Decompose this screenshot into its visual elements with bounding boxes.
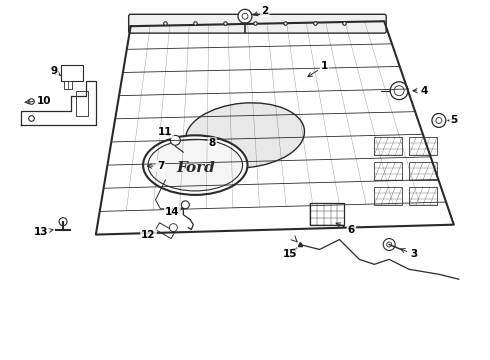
Bar xyxy=(61,65,83,81)
Bar xyxy=(409,137,437,155)
Circle shape xyxy=(383,239,395,251)
FancyBboxPatch shape xyxy=(129,14,386,33)
Ellipse shape xyxy=(186,103,304,168)
Bar xyxy=(76,91,88,116)
Text: 5: 5 xyxy=(448,116,458,126)
Text: 9: 9 xyxy=(50,66,61,76)
Text: 3: 3 xyxy=(401,249,417,260)
Text: 15: 15 xyxy=(283,248,297,260)
Text: 6: 6 xyxy=(336,223,355,235)
Text: 4: 4 xyxy=(413,86,428,96)
Text: 7: 7 xyxy=(147,161,164,171)
Circle shape xyxy=(394,86,404,96)
Bar xyxy=(374,162,402,180)
Text: 10: 10 xyxy=(25,96,51,105)
Text: 12: 12 xyxy=(141,230,156,239)
Circle shape xyxy=(387,242,392,247)
Circle shape xyxy=(390,82,408,100)
Bar xyxy=(409,162,437,180)
Ellipse shape xyxy=(148,139,243,191)
Text: 13: 13 xyxy=(34,226,53,237)
Circle shape xyxy=(242,13,248,19)
Circle shape xyxy=(171,135,180,145)
Bar xyxy=(155,223,175,239)
Text: 1: 1 xyxy=(308,61,328,77)
Bar xyxy=(64,81,72,89)
Circle shape xyxy=(170,224,177,231)
Ellipse shape xyxy=(143,135,247,195)
Text: 14: 14 xyxy=(165,207,182,217)
Circle shape xyxy=(432,113,446,127)
Bar xyxy=(374,187,402,205)
Bar xyxy=(310,203,344,225)
Circle shape xyxy=(238,9,252,23)
Bar xyxy=(374,137,402,155)
Text: 2: 2 xyxy=(254,6,269,16)
Bar xyxy=(409,187,437,205)
Text: 8: 8 xyxy=(209,138,216,148)
Circle shape xyxy=(59,218,67,226)
Circle shape xyxy=(181,201,189,209)
Circle shape xyxy=(436,117,442,123)
Text: Ford: Ford xyxy=(176,161,215,175)
Text: 11: 11 xyxy=(158,127,172,138)
